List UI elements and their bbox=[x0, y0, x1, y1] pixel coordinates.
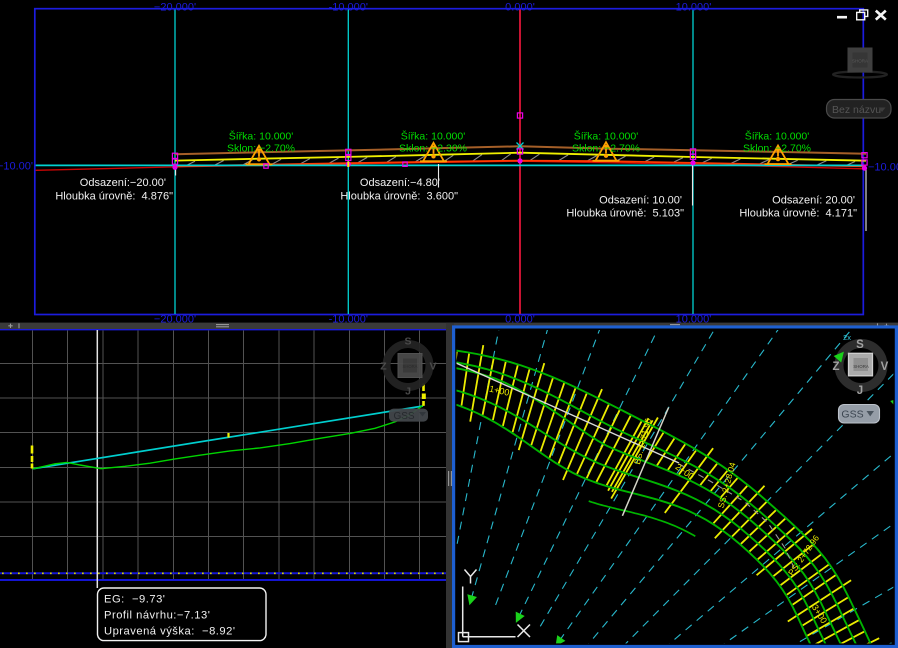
svg-text:J: J bbox=[405, 386, 411, 398]
svg-text:Šířka: 10.000': Šířka: 10.000' bbox=[745, 130, 809, 143]
svg-text:Odsazení: 20.00': Odsazení: 20.00' bbox=[772, 195, 855, 207]
svg-text:SHORA: SHORA bbox=[403, 364, 418, 369]
svg-text:Šířka: 10.000': Šířka: 10.000' bbox=[401, 130, 465, 143]
svg-text:J: J bbox=[857, 385, 863, 397]
svg-text:Bez názvu: Bez názvu bbox=[832, 104, 881, 116]
svg-text:Odsazení:−20.00': Odsazení:−20.00' bbox=[80, 177, 166, 189]
svg-text:-10.000': -10.000' bbox=[329, 2, 368, 14]
svg-text:SHORA: SHORA bbox=[853, 364, 869, 369]
svg-text:Upravená výška: −8.92': Upravená výška: −8.92' bbox=[104, 625, 235, 637]
svg-text:GSS: GSS bbox=[393, 411, 414, 422]
svg-text:-10.000': -10.000' bbox=[329, 313, 368, 325]
svg-text:GSS: GSS bbox=[841, 408, 863, 420]
svg-text:Hloubka úrovně: 4.171": Hloubka úrovně: 4.171" bbox=[739, 208, 857, 220]
svg-text:Odsazení: 10.00': Odsazení: 10.00' bbox=[599, 195, 682, 207]
svg-text:S: S bbox=[404, 336, 411, 348]
svg-text:Šířka: 10.000': Šířka: 10.000' bbox=[229, 130, 293, 143]
svg-text:Sklon: −2.70%: Sklon: −2.70% bbox=[227, 143, 295, 155]
svg-text:−10.00: −10.00 bbox=[868, 162, 898, 174]
svg-text:Hloubka úrovně: 3.600": Hloubka úrovně: 3.600" bbox=[340, 191, 458, 203]
svg-text:−10.00': −10.00' bbox=[0, 161, 33, 173]
svg-text:−20.000': −20.000' bbox=[154, 2, 196, 14]
svg-text:EG: −9.73': EG: −9.73' bbox=[104, 593, 165, 605]
svg-text:1+00: 1+00 bbox=[488, 384, 510, 398]
svg-text:V: V bbox=[881, 361, 889, 373]
svg-text:V: V bbox=[429, 361, 436, 373]
svg-text:0.000': 0.000' bbox=[505, 313, 535, 325]
svg-text:SHORA: SHORA bbox=[852, 59, 868, 64]
svg-text:2x: 2x bbox=[843, 333, 851, 342]
svg-text:Šířka: 10.000': Šířka: 10.000' bbox=[574, 130, 638, 143]
svg-text:Profil návrhu:−7.13': Profil návrhu:−7.13' bbox=[104, 610, 210, 622]
svg-text:Hloubka úrovně: 5.103": Hloubka úrovně: 5.103" bbox=[566, 208, 684, 220]
svg-text:Odsazení:−4.80': Odsazení:−4.80' bbox=[360, 177, 440, 189]
svg-text:Z: Z bbox=[832, 361, 839, 373]
svg-text:−20.000': −20.000' bbox=[154, 313, 196, 325]
svg-text:Sklon: −2.70%: Sklon: −2.70% bbox=[572, 143, 640, 155]
svg-text:Sklon: −2.30%: Sklon: −2.30% bbox=[399, 143, 467, 155]
svg-text:Sklon: −2.70%: Sklon: −2.70% bbox=[743, 143, 811, 155]
svg-text:Hloubka úrovně: 4.876": Hloubka úrovně: 4.876" bbox=[55, 191, 173, 203]
svg-text:Z: Z bbox=[380, 361, 387, 373]
svg-text:10.000': 10.000' bbox=[676, 2, 712, 14]
svg-text:0.000': 0.000' bbox=[505, 2, 535, 14]
svg-text:10.000': 10.000' bbox=[676, 313, 712, 325]
svg-text:S: S bbox=[856, 339, 864, 351]
